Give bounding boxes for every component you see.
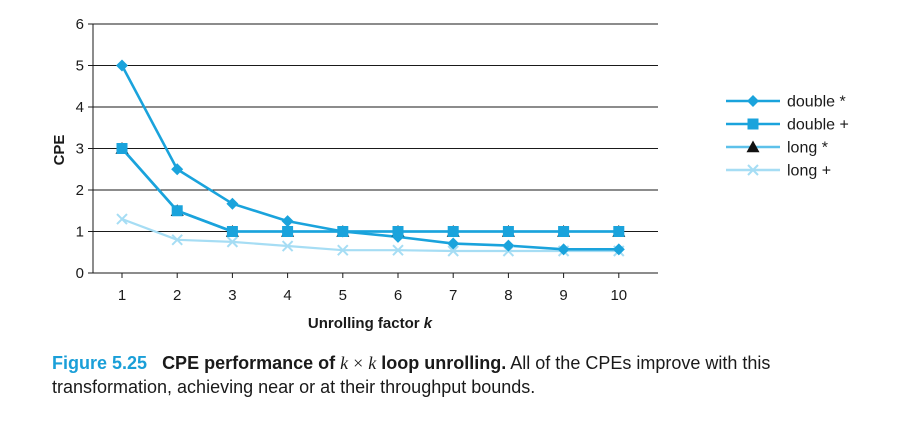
point-long-add-6	[392, 244, 404, 256]
x-tick-label-4: 4	[283, 287, 291, 304]
point-double-mul-8	[502, 239, 515, 252]
series-line-double-mul	[120, 64, 619, 251]
x-tick-label-10: 10	[610, 287, 627, 304]
legend-label-long-mul: long *	[787, 140, 828, 157]
x-tick-label-6: 6	[394, 287, 402, 304]
legend-marker-long-mul	[746, 140, 760, 153]
legend-label-double-add: double +	[787, 117, 849, 134]
series-lines	[120, 64, 619, 253]
x-axis-title-var: k	[424, 315, 433, 332]
point-double-mul-5	[336, 225, 349, 238]
x-axis-title: Unrolling factor k	[308, 315, 433, 332]
legend: double * double + long * long +	[726, 94, 849, 180]
point-double-mul-7	[447, 237, 460, 250]
y-tick-label-3: 3	[76, 141, 84, 158]
figure-caption: Figure 5.25 CPE performance of k × k loo…	[52, 351, 892, 399]
legend-marker-double-add	[747, 118, 759, 130]
figure-label: Figure 5.25	[52, 353, 148, 373]
point-double-mul-2	[171, 163, 184, 176]
x-tick-label-3: 3	[228, 287, 236, 304]
gridlines	[88, 23, 658, 274]
point-long-add-5	[337, 244, 349, 256]
y-tick-label-5: 5	[76, 58, 84, 75]
point-double-add-10	[613, 226, 625, 237]
legend-label-long-add: long +	[787, 163, 831, 180]
y-tick-label-0: 0	[76, 265, 84, 282]
cpe-chart: 0 1 2 3 4 5 6 1 2 3 4 5 6 7 8 9 10 CPE Unrolling factor…	[51, 16, 849, 332]
x-tick-label-2: 2	[173, 287, 181, 304]
point-double-mul-4	[281, 215, 294, 228]
point-long-add-2	[171, 234, 183, 246]
series-markers	[115, 59, 626, 257]
x-tick-labels: 1 2 3 4 5 6 7 8 9 10	[118, 273, 627, 304]
point-double-mul-1	[116, 59, 128, 72]
math-k-second: k	[368, 353, 377, 373]
x-tick-label-8: 8	[504, 287, 512, 304]
figure-title-end: loop unrolling.	[376, 353, 507, 373]
point-long-add-7	[447, 245, 459, 257]
x-tick-label-9: 9	[559, 287, 567, 304]
figure-caption-body: All of the CPEs improve with this transf…	[52, 353, 771, 397]
y-tick-label-4: 4	[76, 99, 84, 116]
legend-marker-double-mul	[747, 95, 759, 107]
y-tick-label-2: 2	[76, 182, 84, 199]
x-tick-label-1: 1	[118, 287, 126, 304]
point-double-mul-3	[226, 197, 239, 210]
point-double-add-3	[226, 226, 238, 237]
x-tick-label-7: 7	[449, 287, 457, 304]
figure-title-start: CPE performance of	[162, 353, 341, 373]
point-double-add-9	[558, 226, 570, 237]
legend-label-double-mul: double *	[787, 94, 846, 111]
y-axis-title: CPE	[51, 135, 68, 166]
point-double-add-2	[171, 205, 183, 217]
legend-marker-long-add	[747, 164, 759, 176]
y-tick-label-1: 1	[76, 224, 84, 241]
point-long-add-3	[226, 236, 239, 248]
x-axis-title-text: Unrolling factor	[308, 315, 420, 332]
point-double-add-8	[502, 226, 514, 237]
point-double-mul-10	[612, 243, 625, 256]
point-double-mul-6	[392, 230, 404, 243]
point-double-mul-9	[557, 243, 570, 256]
times-symbol: ×	[353, 353, 364, 373]
y-tick-label-6: 6	[76, 16, 84, 33]
x-tick-label-5: 5	[339, 287, 347, 304]
point-double-add-1	[116, 143, 128, 154]
series-line-long-add	[121, 218, 619, 253]
math-k-first: k	[340, 353, 349, 373]
point-double-add-4	[282, 226, 294, 237]
point-double-add-7	[447, 226, 459, 237]
y-tick-labels: 0 1 2 3 4 5 6	[76, 16, 84, 282]
series-line-double-add	[121, 147, 619, 233]
point-long-add-1	[116, 213, 128, 225]
figure-title: CPE performance of k × k loop unrolling.	[162, 353, 506, 373]
point-long-add-4	[281, 240, 294, 252]
